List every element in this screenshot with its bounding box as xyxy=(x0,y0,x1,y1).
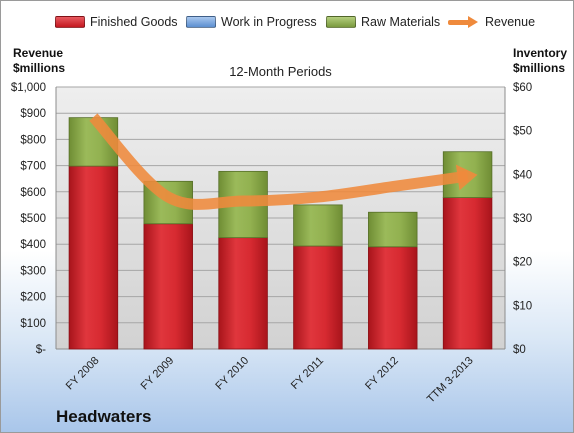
right-axis-title-line-1: Inventory xyxy=(513,46,568,60)
bar-raw-materials-fy-2008 xyxy=(68,117,119,167)
legend-label-work-in-progress: Work in Progress xyxy=(221,15,317,29)
legend: Finished Goods Work in Progress Raw Mate… xyxy=(1,15,573,35)
bar-finished-goods-fy-2009 xyxy=(143,223,193,350)
bar-finished-goods-ttm-3-2013 xyxy=(442,197,493,350)
right-tick-label: $30 xyxy=(513,213,532,225)
legend-item-raw-materials: Raw Materials xyxy=(326,15,440,29)
left-tick-label: $200 xyxy=(20,292,46,304)
left-tick-label: $700 xyxy=(20,161,46,173)
bar-finished-goods-fy-2012 xyxy=(368,246,418,350)
legend-label-finished-goods: Finished Goods xyxy=(90,15,178,29)
bar-finished-goods-fy-2010 xyxy=(218,237,268,350)
left-tick-label: $500 xyxy=(20,213,46,225)
left-tick-label: $100 xyxy=(20,318,46,330)
revenue-line xyxy=(89,113,469,210)
revenue-arrowhead xyxy=(455,164,478,191)
left-tick-label: $- xyxy=(36,344,46,356)
right-tick-label: $20 xyxy=(513,257,532,269)
right-tick-label: $60 xyxy=(513,82,532,94)
legend-item-finished-goods: Finished Goods xyxy=(55,15,178,29)
legend-label-revenue: Revenue xyxy=(485,15,536,29)
right-tick-label: $0 xyxy=(513,344,526,356)
legend-item-revenue: Revenue xyxy=(448,15,535,29)
left-tick-label: $800 xyxy=(20,134,46,146)
right-tick-label: $50 xyxy=(513,126,532,138)
left-tick-label: $300 xyxy=(20,265,46,277)
bar-finished-goods-fy-2008 xyxy=(68,165,119,350)
left-tick-label: $900 xyxy=(20,108,46,120)
legend-line-revenue xyxy=(448,16,480,28)
left-tick-label: $1,000 xyxy=(11,82,46,94)
bar-raw-materials-fy-2011 xyxy=(293,204,343,247)
legend-label-raw-materials: Raw Materials xyxy=(361,15,441,29)
right-tick-label: $10 xyxy=(513,300,532,312)
left-axis-title: Revenue $millions xyxy=(13,46,65,76)
x-tick-label-ttm-3-2013: TTM 3-2013 xyxy=(425,355,476,406)
legend-item-work-in-progress: Work in Progress xyxy=(186,15,317,29)
chart-title: 12-Month Periods xyxy=(229,64,332,79)
left-axis-title-line-2: $millions xyxy=(13,61,66,75)
x-tick-label-fy-2011: FY 2011 xyxy=(289,355,326,392)
right-tick-label: $40 xyxy=(513,169,532,181)
right-axis-title-line-2: $millions xyxy=(513,61,566,75)
x-tick-label-fy-2008: FY 2008 xyxy=(64,355,102,393)
legend-swatch-raw-materials xyxy=(326,16,356,28)
left-axis-title-line-1: Revenue xyxy=(13,46,64,60)
x-tick-label-fy-2009: FY 2009 xyxy=(139,355,177,393)
left-tick-label: $600 xyxy=(20,187,46,199)
legend-swatch-work-in-progress xyxy=(186,16,216,28)
bar-raw-materials-fy-2012 xyxy=(368,211,418,248)
bar-finished-goods-fy-2011 xyxy=(293,245,343,350)
x-tick-label-fy-2010: FY 2010 xyxy=(213,355,251,393)
company-name: Headwaters xyxy=(56,407,152,426)
left-tick-label: $400 xyxy=(20,239,46,251)
x-tick-label-fy-2012: FY 2012 xyxy=(363,355,401,393)
legend-swatch-finished-goods xyxy=(55,16,85,28)
right-axis-title: Inventory $millions xyxy=(513,46,567,76)
